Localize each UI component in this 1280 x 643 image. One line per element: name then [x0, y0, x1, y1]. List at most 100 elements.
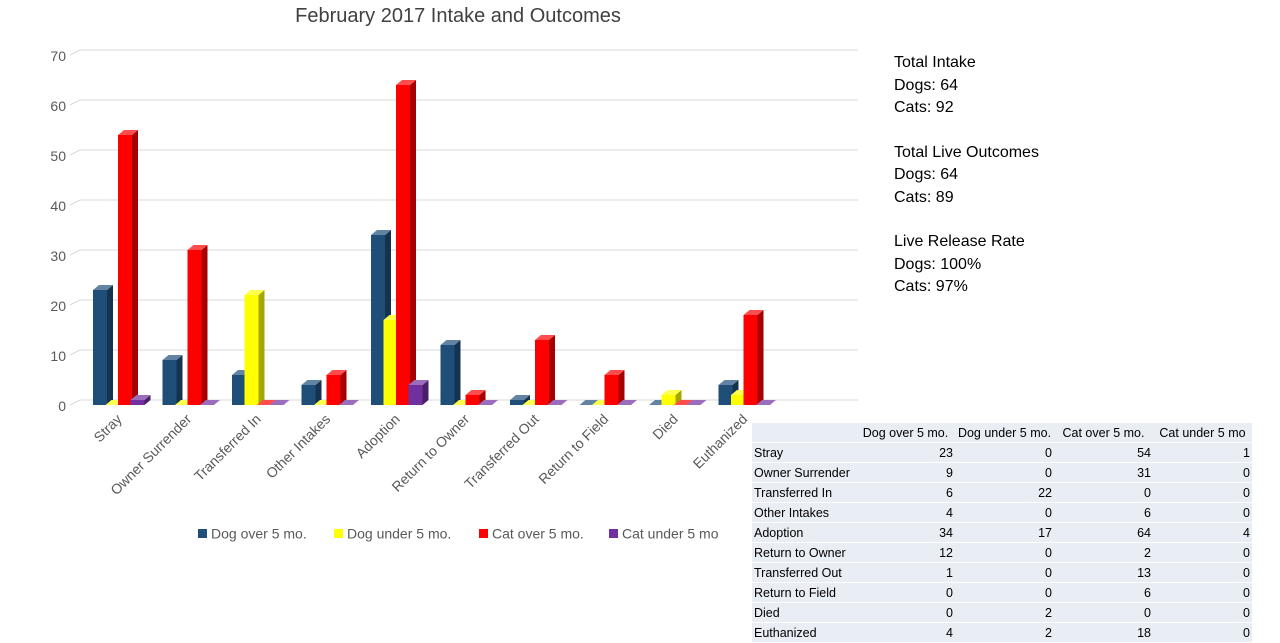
column-header: Dog over 5 mo. — [856, 423, 955, 443]
bar — [396, 80, 416, 405]
table-row: Died 0 2 0 0 — [752, 602, 1252, 623]
column-header: Cat under 5 mo — [1153, 423, 1252, 443]
x-tick-label: Transferred In — [191, 411, 264, 484]
bar-front — [187, 250, 202, 405]
data-table: Dog over 5 mo. Dog under 5 mo. Cat over 5 … — [752, 423, 1252, 643]
bar-front — [535, 340, 549, 405]
table-header-row: Dog over 5 mo. Dog under 5 mo. Cat over 5 … — [752, 423, 1252, 443]
bar — [301, 380, 322, 405]
table-cell: 6 — [856, 482, 955, 503]
table-cell: 0 — [1153, 602, 1252, 623]
legend-swatch — [479, 529, 488, 538]
bar-top — [718, 380, 739, 385]
x-tick-label: Died — [649, 411, 681, 443]
table-cell: 0 — [1153, 462, 1252, 483]
summary-heading: Total Intake — [894, 54, 976, 71]
y-tick-label: 70 — [50, 48, 66, 64]
bar-top — [371, 230, 391, 235]
table-header: Dog over 5 mo. Dog under 5 mo. Cat over 5 … — [752, 423, 1252, 443]
bar-top — [510, 395, 530, 400]
legend-swatch — [334, 529, 343, 538]
table-cell: 0 — [955, 562, 1054, 583]
x-tick-label: Other Intakes — [263, 411, 334, 482]
bar-side — [201, 245, 208, 405]
bar-side — [422, 380, 429, 405]
bar-side — [107, 285, 113, 405]
x-tick-label: Transferred Out — [461, 411, 542, 492]
bar-front — [162, 360, 177, 405]
bar-side — [315, 380, 322, 405]
legend-item: Dog over 5 mo. — [198, 526, 307, 542]
row-label: Stray — [752, 442, 856, 463]
table-cell: 13 — [1054, 562, 1153, 583]
bar-front — [383, 320, 398, 405]
bar-front — [118, 135, 132, 405]
table-cell: 0 — [1153, 502, 1252, 523]
bar — [617, 400, 637, 405]
bar — [604, 370, 625, 405]
bar-side — [618, 370, 625, 405]
bar — [200, 400, 220, 405]
summary-total-live-outcomes: Total Live Outcomes Dogs: 64 Cats: 89 — [894, 142, 1039, 210]
table-cell: 2 — [955, 622, 1054, 643]
legend: Dog over 5 mo. Dog under 5 mo. Cat over 5 … — [198, 526, 719, 542]
bar — [326, 370, 347, 405]
summary-heading: Live Release Rate — [894, 233, 1025, 250]
table-cell: 17 — [955, 522, 1054, 543]
column-header — [752, 423, 856, 443]
table-cell: 54 — [1054, 442, 1153, 463]
bar-side — [549, 335, 555, 405]
bar-group — [162, 245, 220, 405]
gridline-depth — [69, 299, 81, 306]
legend-swatch — [198, 529, 207, 538]
table-cell: 9 — [856, 462, 955, 483]
table-cell: 0 — [1153, 622, 1252, 643]
summary-cats: Cats: 92 — [894, 99, 954, 116]
bar-front — [408, 385, 423, 405]
gridline-depth — [69, 249, 81, 256]
row-label: Other Intakes — [752, 502, 856, 523]
table-row: Transferred Out 1 0 13 0 — [752, 562, 1252, 583]
table-cell: 2 — [955, 602, 1054, 623]
table-cell: 1 — [1153, 442, 1252, 463]
table-row: Euthanized 4 2 18 0 — [752, 622, 1252, 643]
bar-top — [244, 290, 265, 295]
summary-cats: Cats: 89 — [894, 188, 954, 206]
legend-item: Cat under 5 mo — [609, 526, 719, 542]
table-cell: 18 — [1054, 622, 1153, 643]
bar-group — [371, 80, 429, 405]
summary-cats: Cats: 97% — [894, 278, 968, 295]
bar-front — [661, 395, 676, 405]
bar — [478, 400, 498, 405]
bar-top — [339, 400, 359, 405]
bar — [162, 355, 183, 405]
bar-front — [396, 85, 410, 405]
gridline-depth — [69, 99, 81, 106]
bar — [547, 400, 568, 405]
summary-total-intake: Total Intake Dogs: 64 Cats: 92 — [894, 52, 1039, 120]
gridline-depth — [69, 349, 81, 356]
table-cell: 4 — [856, 622, 955, 643]
x-tick-label: Euthanized — [690, 411, 751, 472]
table-cell: 34 — [856, 522, 955, 543]
table-cell: 0 — [955, 582, 1054, 603]
bar-side — [258, 290, 265, 405]
bar-top — [326, 370, 347, 375]
bar-front — [93, 290, 107, 405]
table-row: Other Intakes 4 0 6 0 — [752, 502, 1252, 523]
bar — [118, 130, 138, 405]
x-tick-label: Adoption — [352, 411, 402, 461]
bar-front — [718, 385, 733, 405]
table-cell: 0 — [1153, 482, 1252, 503]
row-label: Died — [752, 602, 856, 623]
table-cell: 22 — [955, 482, 1054, 503]
bar-front — [232, 375, 246, 405]
bar — [535, 335, 555, 405]
bar — [93, 285, 113, 405]
bar-front — [604, 375, 619, 405]
bar-top — [478, 400, 498, 405]
table-cell: 0 — [856, 582, 955, 603]
row-label: Adoption — [752, 522, 856, 543]
bar-front — [371, 235, 385, 405]
legend-label: Dog over 5 mo. — [211, 526, 307, 542]
